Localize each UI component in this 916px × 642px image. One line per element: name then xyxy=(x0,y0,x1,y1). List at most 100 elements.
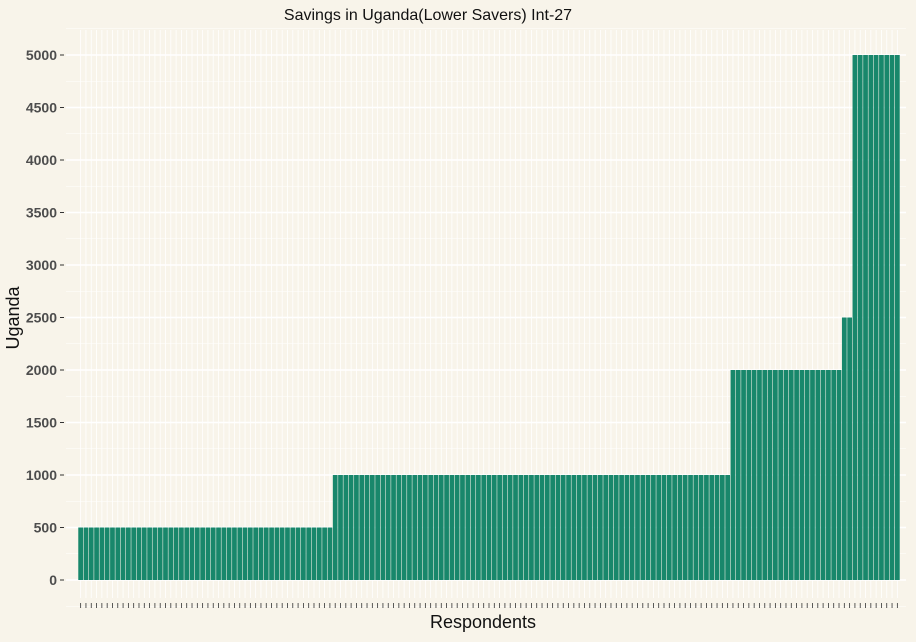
bar xyxy=(698,475,704,580)
bar xyxy=(815,370,821,580)
bar xyxy=(571,475,577,580)
y-tick-label: 1500 xyxy=(26,415,57,431)
bar xyxy=(868,55,874,580)
bar xyxy=(168,527,174,580)
bar xyxy=(635,475,640,580)
bar xyxy=(412,475,418,580)
bar xyxy=(126,527,131,580)
bar xyxy=(460,475,465,580)
bar xyxy=(841,317,847,580)
bar xyxy=(354,475,359,580)
bar xyxy=(523,475,529,580)
bar xyxy=(863,55,868,580)
bar xyxy=(221,527,227,580)
bar xyxy=(555,475,561,580)
bar xyxy=(884,55,890,580)
bar xyxy=(544,475,550,580)
bar xyxy=(788,370,794,580)
bar xyxy=(242,527,248,580)
bar xyxy=(640,475,646,580)
bar xyxy=(200,527,206,580)
bar xyxy=(332,475,338,580)
bar xyxy=(889,55,895,580)
bar xyxy=(263,527,269,580)
bar xyxy=(279,527,285,580)
bar xyxy=(444,475,449,580)
bar xyxy=(99,527,105,580)
y-tick-label: 5000 xyxy=(26,47,57,63)
y-tick-label: 3000 xyxy=(26,257,57,273)
bar xyxy=(550,475,556,580)
bar xyxy=(189,527,195,580)
bar xyxy=(210,527,216,580)
bar xyxy=(513,475,518,580)
bar xyxy=(88,527,94,580)
bar xyxy=(656,475,662,580)
bar xyxy=(704,475,709,580)
bar xyxy=(486,475,492,580)
bar xyxy=(348,475,354,580)
bar xyxy=(677,475,683,580)
chart-title: Savings in Uganda(Lower Savers) Int-27 xyxy=(284,7,572,24)
bar xyxy=(661,475,667,580)
bar xyxy=(757,370,762,580)
bars xyxy=(78,55,900,580)
bar xyxy=(820,370,826,580)
bar xyxy=(529,475,534,580)
bar xyxy=(518,475,524,580)
bar xyxy=(157,527,163,580)
bar xyxy=(576,475,582,580)
bar xyxy=(608,475,614,580)
bar xyxy=(587,475,593,580)
bar xyxy=(83,527,89,580)
bar xyxy=(454,475,460,580)
bar xyxy=(651,475,656,580)
bar xyxy=(783,370,789,580)
bar xyxy=(385,475,391,580)
bar xyxy=(847,317,852,580)
bar xyxy=(380,475,386,580)
bar xyxy=(78,527,84,580)
bar xyxy=(226,527,232,580)
y-axis: 0 500 1000 1500 2000 2500 3000 3500 4000 4500 5000 xyxy=(26,47,64,588)
bar xyxy=(375,475,381,580)
bar xyxy=(470,475,476,580)
bar xyxy=(810,370,815,580)
bar xyxy=(258,527,264,580)
bar xyxy=(560,475,566,580)
bar xyxy=(274,527,280,580)
bar xyxy=(624,475,630,580)
bar xyxy=(216,527,221,580)
bar xyxy=(629,475,635,580)
bar xyxy=(327,527,333,580)
bar xyxy=(396,475,402,580)
bar xyxy=(306,527,312,580)
bar xyxy=(804,370,810,580)
bar xyxy=(534,475,540,580)
bar xyxy=(746,370,752,580)
bar xyxy=(141,527,147,580)
bar xyxy=(147,527,152,580)
bar xyxy=(666,475,672,580)
bar xyxy=(449,475,455,580)
bar xyxy=(709,475,715,580)
bar xyxy=(476,475,481,580)
bar xyxy=(301,527,306,580)
bar xyxy=(491,475,497,580)
bar xyxy=(592,475,598,580)
bar xyxy=(582,475,587,580)
bar xyxy=(873,55,879,580)
bar xyxy=(152,527,158,580)
bar xyxy=(831,370,837,580)
bar xyxy=(762,370,768,580)
bar xyxy=(173,527,179,580)
bar xyxy=(619,475,624,580)
bar xyxy=(422,475,428,580)
bar xyxy=(136,527,142,580)
bar xyxy=(507,475,513,580)
y-tick-label: 2000 xyxy=(26,362,57,378)
y-tick-label: 4500 xyxy=(26,100,57,116)
bar xyxy=(184,527,190,580)
bar xyxy=(110,527,115,580)
bar xyxy=(826,370,831,580)
